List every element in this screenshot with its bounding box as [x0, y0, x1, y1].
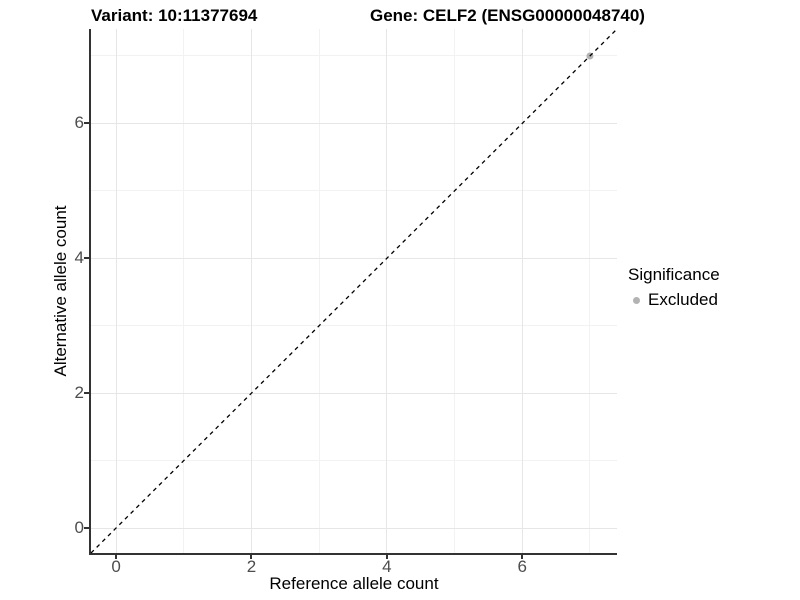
y-tick-label: 6 [74, 113, 84, 133]
gridline-x-major [115, 29, 117, 553]
legend-title: Significance [628, 265, 720, 284]
gene-title: Gene: CELF2 (ENSG00000048740) [370, 6, 645, 25]
gridline-y-major [91, 122, 617, 124]
gridline-y-minor [91, 190, 617, 192]
gridline-x-minor [454, 29, 456, 553]
gridline-x-major [250, 29, 252, 553]
gridline-y-minor [91, 55, 617, 57]
x-tick-label: 2 [246, 557, 257, 576]
y-tick-label: 0 [74, 518, 84, 538]
x-tick-mark [115, 554, 118, 559]
y-tick-mark [84, 122, 89, 125]
y-tick-mark [84, 392, 89, 395]
gridline-y-major [91, 527, 617, 529]
variant-title: Variant: 10:11377694 [91, 6, 258, 25]
gridline-y-minor [91, 460, 617, 462]
legend-item-label: Excluded [648, 290, 718, 309]
y-axis-line [89, 29, 91, 555]
legend-item: Excluded [628, 290, 720, 310]
x-axis-title: Reference allele count [269, 574, 439, 593]
x-tick-label: 4 [382, 557, 392, 576]
x-axis-line [89, 553, 617, 555]
gridline-y-major [91, 392, 617, 394]
y-tick-label: 2 [74, 383, 84, 403]
legend-key [628, 292, 645, 309]
x-tick-mark [521, 554, 524, 559]
gridline-y-major [91, 257, 617, 259]
y-tick-label: 4 [74, 248, 84, 268]
gridline-x-major [386, 29, 388, 553]
plot-panel [89, 28, 618, 555]
y-tick-mark [84, 257, 89, 260]
gridline-x-major [521, 29, 523, 553]
gridline-x-minor [318, 29, 320, 553]
gridline-x-minor [183, 29, 185, 553]
data-layer [90, 28, 618, 554]
legend: Significance Excluded [628, 265, 720, 310]
gridline-y-minor [91, 325, 617, 327]
y-axis-title: Alternative allele count [51, 205, 70, 377]
x-tick-mark [385, 554, 388, 559]
gridline-x-minor [589, 29, 591, 553]
legend-items: Excluded [628, 290, 720, 310]
x-tick-label: 6 [517, 557, 527, 576]
y-tick-mark [84, 527, 89, 530]
x-tick-mark [250, 554, 253, 559]
x-tick-label: 0 [111, 557, 121, 576]
identity-dashed-line [90, 28, 618, 554]
legend-point-icon [633, 296, 640, 304]
